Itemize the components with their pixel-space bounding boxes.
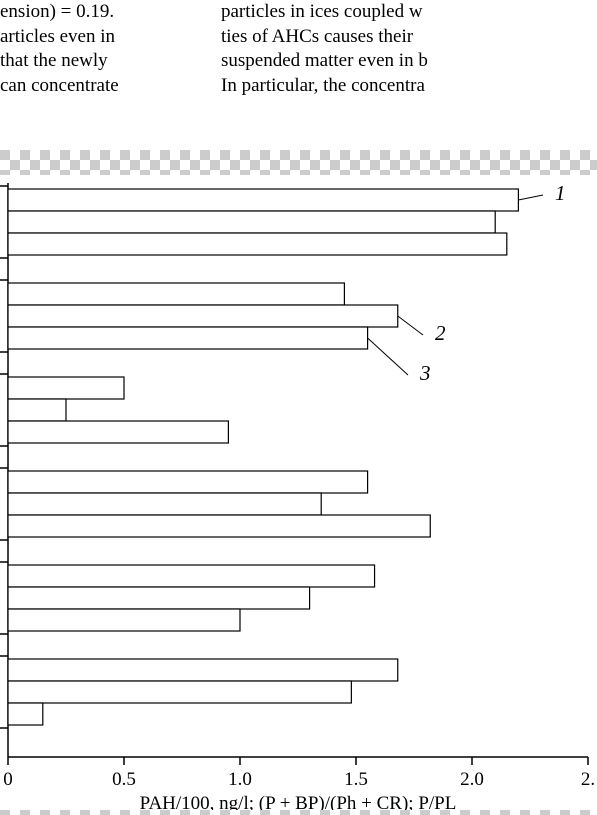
x-axis-title: PAH/100, ng/l; (P + BP)/(Ph + CR); P/PL bbox=[140, 793, 457, 810]
x-tick-label: 1.0 bbox=[228, 769, 252, 790]
cropped-text-region: ension) = 0.19.articles even in that the… bbox=[0, 0, 597, 150]
bar bbox=[8, 587, 310, 609]
bar bbox=[8, 399, 66, 421]
chart-svg: 0 0.5 1.0 1.5 2.0 2. PAH/100, ng/l; (P + BP)/(… bbox=[0, 175, 597, 810]
series-annotation: 3 bbox=[419, 361, 431, 385]
x-tick-label: 2. bbox=[581, 769, 595, 790]
text-fragment-left: ension) = 0.19.articles even in that the… bbox=[0, 0, 195, 99]
bar bbox=[8, 233, 507, 255]
bar bbox=[8, 283, 344, 305]
bar bbox=[8, 211, 495, 233]
x-tick-label: 1.5 bbox=[344, 769, 368, 790]
bar bbox=[8, 305, 398, 327]
bar bbox=[8, 703, 43, 725]
series-annotation: 2 bbox=[435, 321, 446, 345]
bar bbox=[8, 659, 398, 681]
bar bbox=[8, 327, 368, 349]
bar-chart: 0 0.5 1.0 1.5 2.0 2. PAH/100, ng/l; (P + BP)/(… bbox=[0, 175, 597, 810]
bar bbox=[8, 493, 321, 515]
bar bbox=[8, 471, 368, 493]
bar bbox=[8, 681, 351, 703]
bar bbox=[8, 421, 228, 443]
text-fragment-right: particles in ices coupled wties of AHCs … bbox=[221, 0, 597, 99]
bar bbox=[8, 609, 240, 631]
bar bbox=[8, 377, 124, 399]
x-tick-label: 0.5 bbox=[112, 769, 136, 790]
series-annotation: 1 bbox=[555, 181, 566, 205]
bar bbox=[8, 515, 430, 537]
bar bbox=[8, 189, 518, 211]
x-tick-label: 0 bbox=[3, 769, 13, 790]
bar bbox=[8, 565, 375, 587]
x-tick-label: 2.0 bbox=[460, 769, 484, 790]
